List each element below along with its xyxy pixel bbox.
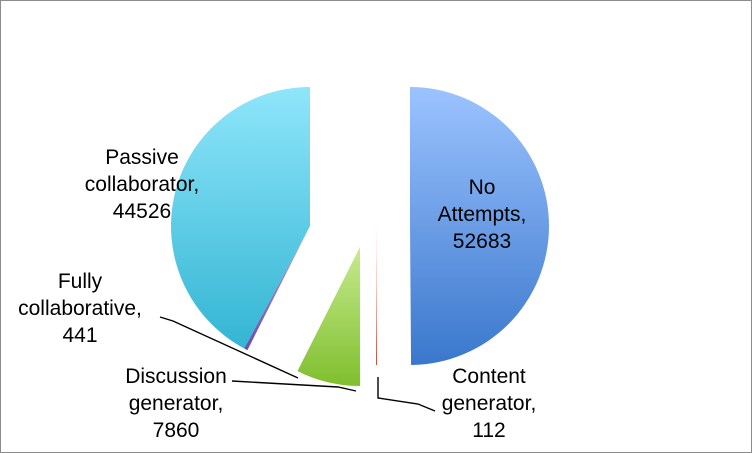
pie-slice-content <box>376 226 378 365</box>
pie-slice-passive <box>171 87 310 349</box>
data-label-no: No Attempts, 52683 <box>438 176 527 253</box>
pie-slice-no <box>410 87 550 365</box>
data-label-passive: Passive collaborator, 44526 <box>85 146 199 223</box>
pie-slice-fully <box>244 226 310 351</box>
leader-line-content <box>377 377 436 412</box>
data-label-content: Content generator, 112 <box>442 365 537 442</box>
data-label-fully: Fully collaborative, 441 <box>18 270 142 347</box>
data-label-discussion: Discussion generator, 7860 <box>125 365 227 442</box>
pie-slice-discussion <box>297 247 361 386</box>
leader-line-discussion <box>231 380 357 392</box>
leader-line-fully <box>159 316 299 379</box>
